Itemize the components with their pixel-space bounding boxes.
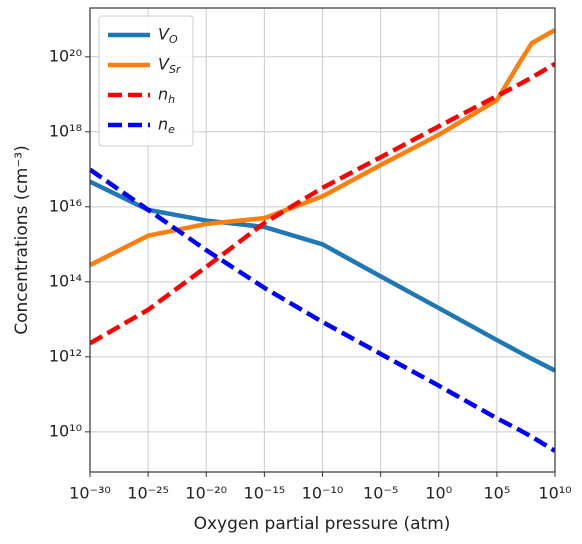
x-tick-label: 10¹⁰	[538, 484, 571, 503]
x-axis-label: Oxygen partial pressure (atm)	[194, 514, 451, 534]
x-tick-label: 10⁻²⁰	[185, 484, 227, 503]
y-tick-label: 10¹⁶	[49, 196, 82, 215]
y-tick-label: 10²⁰	[49, 46, 82, 65]
line-series	[90, 27, 555, 268]
y-tick-label: 10¹⁸	[49, 121, 82, 140]
y-tick-label: 10¹⁴	[49, 271, 82, 290]
line-series	[90, 61, 555, 346]
plot-frame	[89, 7, 556, 473]
y-axis-label: Concentrations (cm⁻³)	[12, 145, 32, 334]
x-tick-label: 10⁵	[483, 484, 510, 503]
y-tick-label: 10¹⁰	[49, 421, 82, 440]
y-tick-label: 10¹²	[49, 346, 82, 365]
x-tick-label: 10⁻³⁰	[69, 484, 111, 503]
x-tick-label: 10⁰	[425, 484, 452, 503]
line-series	[90, 179, 555, 373]
x-tick-label: 10⁻²⁵	[127, 484, 169, 503]
legend-box	[98, 15, 194, 147]
line-series	[90, 167, 555, 453]
x-tick-label: 10⁻¹⁰	[302, 484, 344, 503]
x-tick-label: 10⁻⁵	[363, 484, 398, 503]
x-tick-label: 10⁻¹⁵	[244, 484, 286, 503]
